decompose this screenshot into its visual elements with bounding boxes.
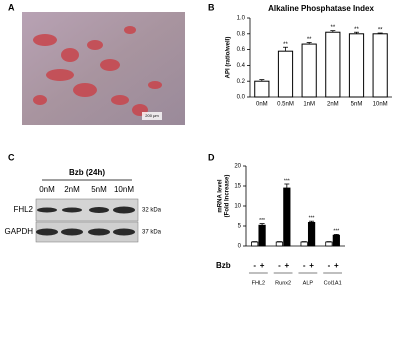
significance: ** — [354, 27, 359, 33]
blot-row-label: FHL2 — [13, 205, 33, 214]
legend-label: - — [253, 261, 256, 270]
significance: *** — [284, 178, 290, 184]
y-tick-label: 1.0 — [237, 16, 246, 22]
x-tick-label: 1nM — [303, 102, 315, 108]
significance: *** — [259, 218, 265, 224]
legend-label: + — [260, 261, 265, 270]
x-tick-label: Col1A1 — [324, 280, 342, 286]
panel-label: D — [208, 152, 215, 162]
error-bar — [259, 79, 265, 82]
significance: ** — [378, 28, 383, 34]
blot-treatment: Bzb (24h) — [69, 168, 105, 177]
blot-size-label: 32 kDa — [142, 208, 162, 214]
significance: ** — [330, 25, 335, 31]
lane-label: 10nM — [114, 185, 134, 194]
y-tick-label: 0.0 — [237, 95, 246, 101]
significance: ** — [307, 37, 312, 43]
x-tick-label: 2nM — [327, 102, 339, 108]
error-bar — [330, 30, 336, 33]
error-bar — [354, 31, 359, 34]
legend-label: - — [278, 261, 281, 270]
error-bar — [377, 32, 383, 34]
x-tick-label: ALP — [303, 280, 314, 286]
y-tick-label: 0.2 — [237, 79, 246, 85]
y-tick-label: 0 — [238, 244, 242, 250]
x-tick-label: Runx2 — [275, 280, 291, 286]
bar — [275, 241, 284, 247]
significance: *** — [333, 229, 339, 235]
error-bar — [306, 42, 312, 45]
bar — [254, 80, 270, 98]
bar — [300, 241, 308, 247]
panel-label: A — [8, 2, 15, 12]
bar — [372, 33, 388, 98]
error-bar — [284, 183, 290, 188]
bar — [325, 241, 333, 247]
group-label: Bzb — [216, 261, 231, 270]
bar — [251, 241, 259, 247]
bar — [283, 187, 291, 247]
blot-row-label: GAPDH — [5, 227, 34, 236]
lane-label: 2nM — [64, 185, 80, 194]
bar — [307, 221, 316, 247]
y-tick-label: 0.6 — [237, 47, 246, 53]
error-bar — [283, 46, 288, 52]
y-tick-label: 0.8 — [237, 31, 246, 37]
y-axis-label: mRNA level — [218, 179, 224, 212]
bar — [301, 43, 317, 98]
bar — [348, 33, 365, 98]
legend-label: - — [328, 261, 331, 270]
error-bar — [259, 223, 265, 226]
bar — [325, 31, 341, 98]
bar — [332, 234, 340, 247]
legend-label: - — [303, 261, 306, 270]
lane-label: 5nM — [91, 185, 107, 194]
x-tick-label: FHL2 — [252, 280, 265, 286]
chart-title: Alkaline Phosphatase Index — [268, 4, 374, 13]
y-tick-label: 15 — [234, 184, 241, 190]
significance: *** — [309, 216, 315, 222]
x-tick-label: 0nM — [256, 102, 268, 108]
x-tick-label: 5nM — [351, 102, 363, 108]
legend-label: + — [334, 261, 339, 270]
panel-label: C — [8, 152, 15, 162]
y-tick-label: 5 — [238, 224, 242, 230]
x-tick-label: 10nM — [373, 102, 388, 108]
y-tick-label: 10 — [234, 204, 241, 210]
legend-label: + — [285, 261, 290, 270]
error-bar — [309, 220, 315, 223]
significance: ** — [283, 42, 288, 48]
y-axis-label: API (ratio/well) — [226, 37, 232, 79]
bar — [258, 224, 266, 247]
x-tick-label: 0.5nM — [277, 102, 294, 108]
y-axis-label: (Fold Increase) — [225, 175, 231, 218]
lane-label: 0nM — [39, 185, 55, 194]
micrograph: 200 μm — [22, 12, 185, 125]
y-tick-label: 0.4 — [237, 63, 246, 69]
bar — [277, 50, 294, 98]
scale-bar-label: 200 μm — [145, 113, 159, 118]
error-bar — [333, 233, 339, 236]
western-blot: Bzb (24h) 0nM 2nM 5nM 10nM FHL2 GAPDH 32… — [5, 168, 162, 243]
y-tick-label: 20 — [234, 164, 241, 170]
blot-size-label: 37 kDa — [142, 230, 162, 236]
panel-label: B — [208, 2, 215, 12]
legend-label: + — [309, 261, 314, 270]
